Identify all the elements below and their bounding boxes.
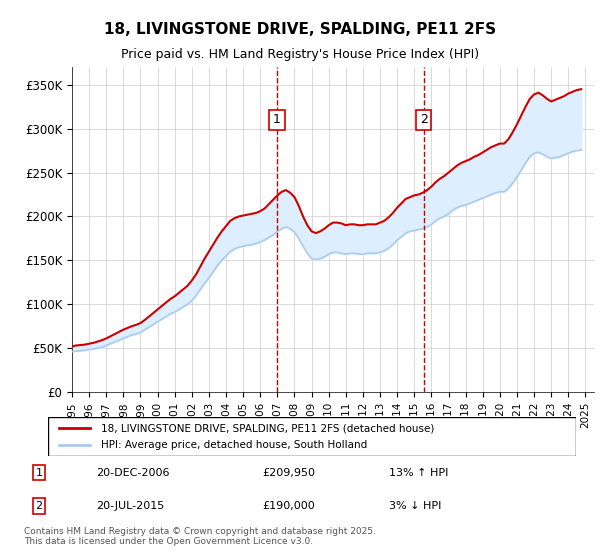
FancyBboxPatch shape — [48, 417, 576, 456]
Text: 18, LIVINGSTONE DRIVE, SPALDING, PE11 2FS (detached house): 18, LIVINGSTONE DRIVE, SPALDING, PE11 2F… — [101, 423, 434, 433]
Text: 1: 1 — [273, 113, 281, 127]
Text: 18, LIVINGSTONE DRIVE, SPALDING, PE11 2FS: 18, LIVINGSTONE DRIVE, SPALDING, PE11 2F… — [104, 22, 496, 38]
Text: 1: 1 — [35, 468, 43, 478]
Text: 13% ↑ HPI: 13% ↑ HPI — [389, 468, 448, 478]
Text: 2: 2 — [35, 501, 43, 511]
Text: £190,000: £190,000 — [262, 501, 314, 511]
Text: Contains HM Land Registry data © Crown copyright and database right 2025.
This d: Contains HM Land Registry data © Crown c… — [24, 526, 376, 546]
Text: 20-JUL-2015: 20-JUL-2015 — [96, 501, 164, 511]
Text: £209,950: £209,950 — [262, 468, 315, 478]
Text: Price paid vs. HM Land Registry's House Price Index (HPI): Price paid vs. HM Land Registry's House … — [121, 48, 479, 60]
Text: 2: 2 — [420, 113, 428, 127]
Text: 20-DEC-2006: 20-DEC-2006 — [96, 468, 170, 478]
Text: 3% ↓ HPI: 3% ↓ HPI — [389, 501, 441, 511]
Text: HPI: Average price, detached house, South Holland: HPI: Average price, detached house, Sout… — [101, 440, 367, 450]
